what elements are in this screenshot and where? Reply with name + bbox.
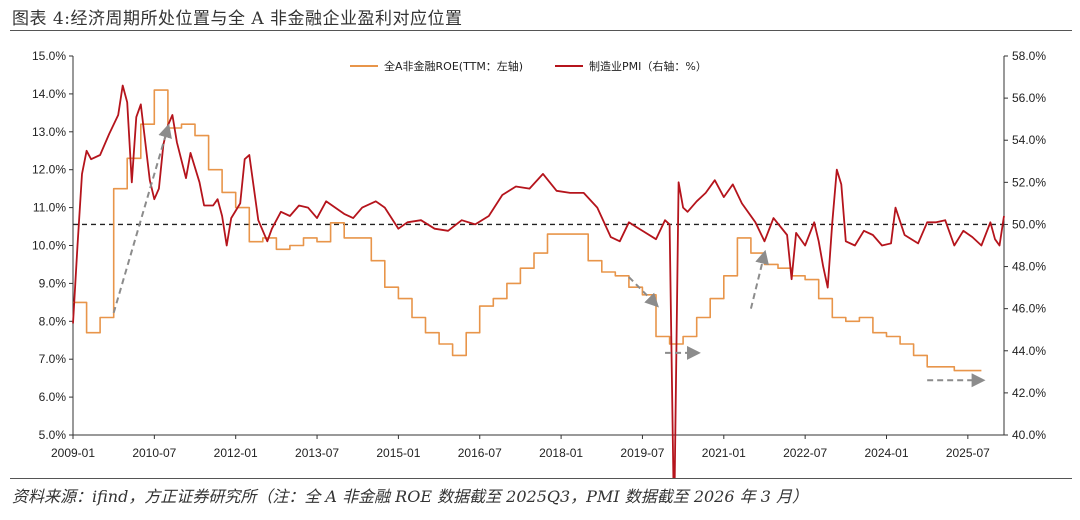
x-tick-label: 2019-07 [620,446,664,460]
left-tick-label: 5.0% [39,428,67,442]
right-tick-label: 42.0% [1012,386,1046,400]
left-tick-label: 6.0% [39,390,67,404]
left-tick-label: 7.0% [39,352,67,366]
right-tick-label: 48.0% [1012,260,1046,274]
chart-title: 图表 4:经济周期所处位置与全 A 非金融企业盈利对应位置 [12,9,463,29]
left-tick-label: 11.0% [33,201,66,215]
right-tick-label: 58.0% [1012,49,1046,63]
source-note: 资料来源：ifind，方正证券研究所（注：全 A 非金融 ROE 数据截至 20… [12,487,808,506]
pmi-series-line [72,84,1005,478]
x-tick-label: 2025-07 [946,446,990,460]
axes-layer: 5.0% 6.0% 7.0% 8.0% 9.0% 10.0% 11.0% 12.0% 13.0%… [32,49,1046,460]
trend-arrow-1 [112,123,172,314]
bottom-rule [10,478,1072,479]
legend-pmi-label: 制造业PMI（右轴：%） [589,59,707,73]
right-tick-label: 46.0% [1012,302,1046,316]
trend-arrow-4 [749,249,769,309]
x-tick-label: 2015-01 [376,446,420,460]
right-tick-label: 40.0% [1012,428,1046,442]
line-chart: 5.0% 6.0% 7.0% 8.0% 9.0% 10.0% 11.0% 12.0% 13.0%… [32,49,1046,478]
trend-arrow-2 [628,276,659,308]
x-tick-label: 2012-01 [214,446,258,460]
x-tick-label: 2009-01 [51,446,95,460]
right-tick-label: 52.0% [1012,175,1046,189]
series-layer [72,84,1005,478]
right-tick-label: 50.0% [1012,217,1046,231]
left-tick-label: 9.0% [39,276,67,290]
x-tick-label: 2022-07 [783,446,827,460]
left-tick-label: 13.0% [32,125,66,139]
left-tick-label: 10.0% [32,239,66,253]
x-tick-label: 2024-01 [864,446,908,460]
x-tick-label: 2021-01 [702,446,746,460]
annotation-layer [112,123,986,388]
x-tick-label: 2013-07 [295,446,339,460]
left-tick-label: 12.0% [32,163,66,177]
legend: 全A非金融ROE(TTM：左轴) 制造业PMI（右轴：%） [350,59,707,73]
legend-roe-label: 全A非金融ROE(TTM：左轴) [384,59,523,73]
left-tick-label: 14.0% [32,87,66,101]
x-tick-label: 2016-07 [458,446,502,460]
left-tick-label: 8.0% [39,314,67,328]
left-tick-label: 15.0% [32,49,66,63]
right-tick-label: 56.0% [1012,91,1046,105]
right-tick-label: 54.0% [1012,133,1046,147]
x-tick-label: 2018-01 [539,446,583,460]
right-tick-label: 44.0% [1012,344,1046,358]
top-rule [10,30,1072,31]
x-tick-label: 2010-07 [132,446,176,460]
roe-series-line [73,89,982,372]
